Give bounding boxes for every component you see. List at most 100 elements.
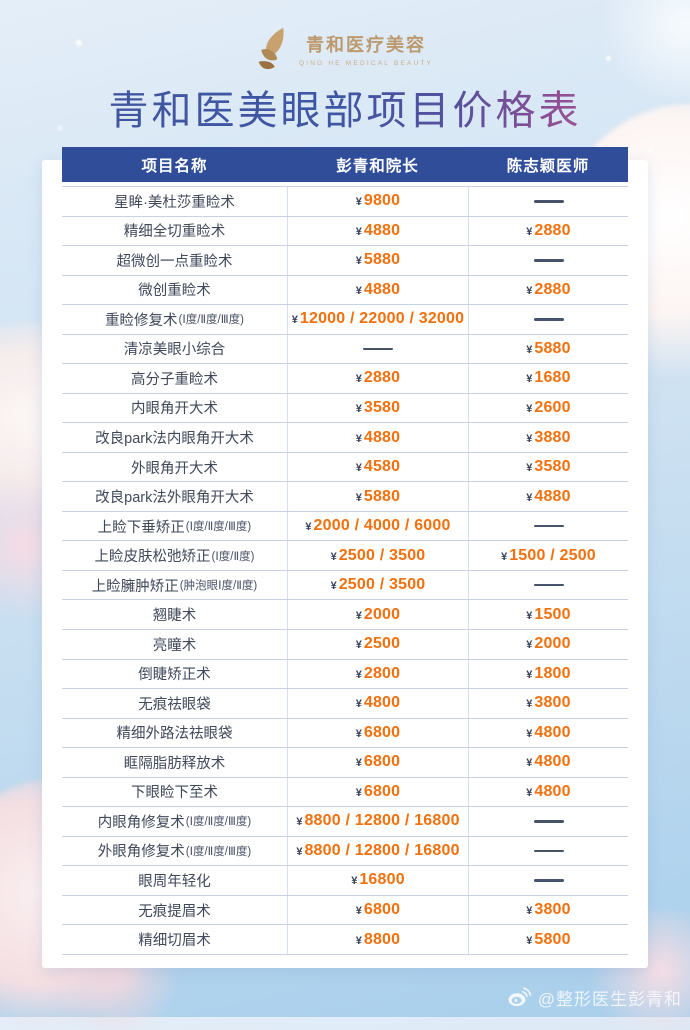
yen-sign: ¥ (526, 668, 533, 681)
procedure-name: 精细切眉术 (138, 933, 211, 950)
price-amount: 1500 (534, 605, 571, 623)
price-chen: ¥4800 (468, 748, 628, 777)
table-row: 微创重睑术 ¥4880 ¥2880 (62, 275, 628, 306)
table-row: 内眼角修复术 (Ⅰ度/Ⅱ度/Ⅲ度) ¥8800 / 12800 / 16800 (62, 807, 628, 837)
column-header-project: 项目名称 (141, 157, 208, 175)
price-amount: 12000 / 22000 / 32000 (299, 310, 465, 328)
table-row: 倒睫矫正术 ¥2800 ¥1800 (62, 659, 628, 690)
table-row: 外眼角修复术 (Ⅰ度/Ⅱ度/Ⅲ度) ¥8800 / 12800 / 16800 (62, 836, 628, 867)
price-amount: 2880 (534, 280, 571, 298)
column-header-chen: 陈志颖医师 (506, 157, 590, 175)
yen-sign: ¥ (355, 609, 362, 622)
price-amount: 4800 (534, 782, 571, 800)
price-peng: ¥2500 / 3500 (287, 570, 468, 600)
table-row: 改良park法内眼角开大术 ¥4880 ¥3880 (62, 423, 628, 453)
table-row: 无痕提眉术 ¥6800 ¥3800 (62, 895, 628, 926)
price-amount: 4880 (534, 487, 571, 505)
table-row: 亮瞳术 ¥2500 ¥2000 (62, 629, 628, 660)
price-amount: 4800 (534, 723, 571, 741)
price-amount: 4800 (363, 694, 401, 712)
price-chen: ¥3880 (468, 423, 628, 452)
yen-sign: ¥ (526, 343, 533, 356)
price-chen (468, 807, 628, 836)
price-amount: 6800 (363, 753, 401, 771)
table-row: 高分子重睑术 ¥2880 ¥1680 (62, 364, 628, 394)
price-peng: ¥8800 (287, 925, 468, 954)
price-amount: 5880 (534, 339, 571, 357)
price-peng: ¥8800 / 12800 / 16800 (287, 836, 468, 866)
price-chen (468, 511, 628, 541)
procedure-name: 亮瞳术 (152, 637, 197, 654)
yen-sign: ¥ (355, 373, 362, 386)
price-amount: 2600 (534, 398, 571, 416)
yen-sign: ¥ (291, 314, 298, 327)
price-amount: 1800 (534, 664, 571, 682)
price-peng: ¥2880 (287, 364, 468, 393)
table-row: 内眼角开大术 ¥3580 ¥2600 (62, 393, 628, 424)
price-peng: ¥12000 / 22000 / 32000 (287, 305, 468, 334)
no-price-dash (533, 820, 564, 823)
price-amount: 4880 (363, 221, 401, 239)
price-amount: 3580 (534, 458, 571, 476)
yen-sign: ¥ (355, 462, 362, 475)
yen-sign: ¥ (355, 786, 362, 799)
table-row: 上睑皮肤松弛矫正 (Ⅰ度/Ⅱ度) ¥2500 / 3500 ¥1500 / 2500 (62, 541, 628, 571)
yen-sign: ¥ (526, 786, 533, 799)
yen-sign: ¥ (501, 550, 508, 563)
price-amount: 3580 (363, 398, 401, 416)
column-header-peng: 彭青和院长 (336, 157, 419, 175)
gold-leaves-icon (257, 26, 291, 72)
table-row: 无痕祛眼袋 ¥4800 ¥3800 (62, 689, 628, 719)
price-amount: 2500 / 3500 (338, 576, 426, 594)
price-chen: ¥1680 (468, 364, 628, 393)
procedure-name: 眼周年轻化 (138, 873, 211, 890)
yen-sign: ¥ (355, 432, 362, 445)
watermark-text: @整形医生彭青和 (537, 990, 682, 1009)
price-peng: ¥9800 (287, 187, 468, 216)
price-chen: ¥2000 (468, 629, 628, 659)
table-row: 眶隔脂肪释放术 ¥6800 ¥4800 (62, 748, 628, 778)
table-row: 下眼睑下至术 ¥6800 ¥4800 (62, 777, 628, 808)
yen-sign: ¥ (526, 432, 533, 445)
price-amount: 2500 (363, 635, 401, 653)
price-amount: 6800 (363, 723, 401, 741)
price-amount: 6800 (363, 901, 401, 919)
price-peng: ¥2000 / 4000 / 6000 (287, 511, 468, 541)
price-amount: 5800 (534, 930, 571, 948)
clinic-name: 青和医疗美容 (306, 35, 426, 55)
procedure-name: 下眼睑下至术 (131, 785, 218, 802)
yen-sign: ¥ (526, 727, 533, 740)
yen-sign: ¥ (355, 668, 362, 681)
price-peng: ¥3580 (287, 393, 468, 423)
table-row: 眼周年轻化 ¥16800 (62, 866, 628, 896)
no-price-dash (363, 347, 393, 351)
yen-sign: ¥ (355, 225, 362, 238)
price-amount: 2000 / 4000 / 6000 (313, 517, 451, 535)
table-header: 项目名称 彭青和院长 陈志颖医师 (62, 147, 628, 182)
table-row: 超微创一点重睑术 ¥5880 (62, 246, 628, 276)
price-amount: 2500 / 3500 (338, 546, 426, 564)
price-chen: ¥3800 (468, 895, 628, 925)
price-chen (468, 187, 628, 216)
procedure-name: 眶隔脂肪释放术 (123, 755, 226, 772)
price-chen: ¥4800 (468, 777, 628, 807)
sparkle-dot (648, 148, 653, 153)
procedure-name: 精细全切重睑术 (123, 224, 226, 241)
yen-sign: ¥ (526, 462, 533, 475)
procedure-name: 精细外路法祛眼袋 (116, 726, 233, 743)
yen-sign: ¥ (526, 284, 533, 297)
price-peng: ¥6800 (287, 777, 468, 807)
table-row: 星眸·美杜莎重睑术 ¥9800 (62, 187, 628, 217)
price-chen: ¥4880 (468, 482, 628, 511)
price-peng: ¥2500 / 3500 (287, 541, 468, 570)
price-chen: ¥2600 (468, 393, 628, 423)
sparkle-dot (76, 40, 82, 46)
procedure-name: 清凉美眼小综合 (123, 342, 226, 359)
price-peng: ¥4880 (287, 216, 468, 246)
procedure-name: 上睑臃肿矫正 (肿泡眼Ⅰ度/Ⅱ度) (91, 578, 258, 595)
sparkle-dot (606, 56, 611, 61)
price-peng: ¥5880 (287, 246, 468, 275)
yen-sign: ¥ (355, 698, 362, 711)
price-amount: 4580 (363, 458, 401, 476)
sparkle-dot (58, 126, 62, 130)
